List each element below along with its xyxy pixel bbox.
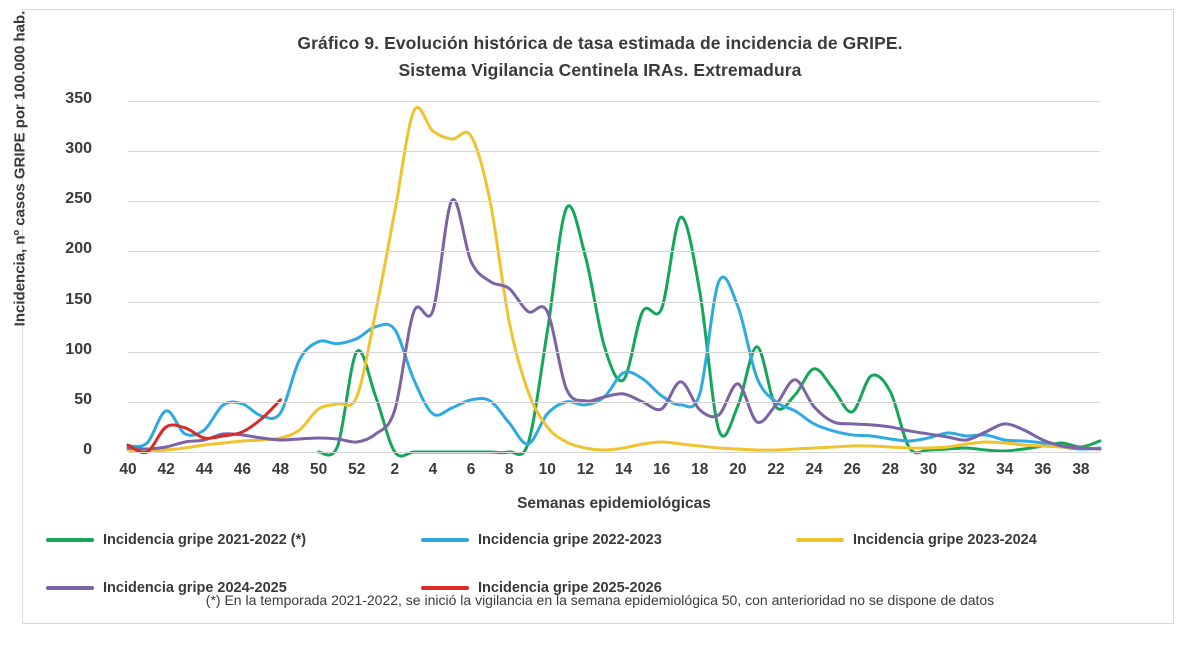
chart-legend: Incidencia gripe 2021-2022 (*) Incidencia… bbox=[46, 528, 1136, 596]
x-axis-tick-label: 34 bbox=[996, 461, 1014, 478]
x-axis-tick-label: 50 bbox=[309, 461, 328, 478]
y-axis-tick-label: 350 bbox=[65, 90, 92, 107]
legend-item[interactable]: Incidencia gripe 2021-2022 (*) bbox=[46, 532, 306, 548]
y-axis-tick-label: 0 bbox=[83, 441, 92, 458]
x-axis-tick-label: 2 bbox=[390, 461, 400, 478]
y-axis-tick-label: 300 bbox=[65, 140, 92, 158]
legend-item-label: Incidencia gripe 2021-2022 (*) bbox=[103, 532, 307, 548]
x-axis-tick-label: 20 bbox=[729, 461, 747, 478]
series-line bbox=[126, 198, 1102, 451]
x-axis-title: Semanas epidemiológicas bbox=[517, 495, 711, 512]
gridline bbox=[128, 251, 1100, 253]
y-axis-tick-label: 100 bbox=[65, 340, 92, 358]
x-axis-tick-label: 26 bbox=[843, 461, 861, 478]
chart-title: Gráfico 9. Evolución histórica de tasa e… bbox=[120, 30, 1080, 84]
series-lines bbox=[126, 106, 1102, 458]
gridline bbox=[128, 401, 1100, 403]
legend-color-swatch bbox=[46, 586, 94, 590]
y-axis-tick-label: 150 bbox=[65, 290, 92, 308]
x-axis-tick-label: 32 bbox=[957, 461, 976, 478]
series-line bbox=[126, 106, 1102, 454]
x-axis-tick-label: 4 bbox=[428, 461, 438, 478]
legend-color-swatch bbox=[421, 538, 469, 542]
y-axis-tick-label: 200 bbox=[65, 240, 92, 258]
legend-item-label: Incidencia gripe 2024-2025 bbox=[103, 580, 287, 596]
legend-item[interactable]: Incidencia gripe 2022-2023 bbox=[421, 532, 662, 548]
legend-row-top: Incidencia gripe 2021-2022 (*) Incidencia… bbox=[46, 528, 1136, 552]
gridline bbox=[128, 101, 1100, 102]
x-axis-tick-label: 28 bbox=[881, 461, 899, 478]
legend-color-swatch bbox=[796, 538, 844, 542]
x-axis-tick-label: 18 bbox=[691, 461, 709, 478]
legend-item-label: Incidencia gripe 2022-2023 bbox=[478, 532, 662, 548]
x-axis-tick-label: 38 bbox=[1072, 461, 1090, 478]
legend-item[interactable]: Incidencia gripe 2023-2024 bbox=[796, 532, 1037, 548]
gridline bbox=[128, 201, 1100, 203]
x-axis-tick-label: 44 bbox=[195, 461, 213, 478]
x-axis-tick-label: 8 bbox=[504, 461, 514, 478]
chart-footnote: (*) En la temporada 2021-2022, se inició… bbox=[205, 592, 995, 608]
gridline bbox=[128, 151, 1100, 153]
plot-area bbox=[126, 101, 1102, 458]
x-axis-tick-label: 6 bbox=[466, 461, 476, 478]
y-axis-tick-label: 50 bbox=[74, 390, 92, 408]
x-axis-tick-label: 36 bbox=[1034, 461, 1052, 478]
y-axis-tick-label: 250 bbox=[65, 190, 92, 208]
gridline bbox=[128, 452, 1100, 453]
x-axis-tick-label: 52 bbox=[348, 461, 366, 478]
chart-title-line1: Gráfico 9. Evolución histórica de tasa e… bbox=[297, 33, 903, 53]
legend-item[interactable]: Incidencia gripe 2024-2025 bbox=[46, 580, 287, 596]
legend-item-label: Incidencia gripe 2025-2026 bbox=[478, 580, 662, 596]
x-axis-tick-label: 16 bbox=[653, 461, 671, 478]
x-axis-tick-label: 22 bbox=[767, 461, 785, 478]
chart-title-line2: Sistema Vigilancia Centinela IRAs. Extre… bbox=[398, 60, 802, 80]
x-axis-tick-label: 10 bbox=[538, 461, 556, 478]
legend-item-label: Incidencia gripe 2023-2024 bbox=[853, 532, 1037, 548]
legend-item[interactable]: Incidencia gripe 2025-2026 bbox=[421, 580, 662, 596]
legend-color-swatch bbox=[46, 538, 94, 542]
x-axis-tick-label: 40 bbox=[119, 461, 137, 478]
series-line bbox=[126, 275, 1102, 451]
x-axis-tick-label: 42 bbox=[157, 461, 175, 478]
x-axis-tick-label: 48 bbox=[271, 461, 290, 478]
legend-row-bottom: Incidencia gripe 2024-2025 Incidencia gri… bbox=[46, 562, 1136, 596]
x-axis-tick-label: 30 bbox=[919, 461, 938, 478]
x-axis-tick-label: 14 bbox=[614, 461, 633, 478]
gridline bbox=[128, 351, 1100, 353]
gridline bbox=[128, 301, 1100, 303]
x-axis-tick-label: 12 bbox=[576, 461, 595, 478]
legend-color-swatch bbox=[421, 586, 469, 590]
series-line bbox=[126, 398, 282, 455]
x-axis-tick-label: 24 bbox=[805, 461, 823, 478]
x-axis-tick-label: 46 bbox=[233, 461, 251, 478]
y-axis-title: Incidencia, nº casos GRIPE por 100.000 h… bbox=[11, 10, 29, 327]
